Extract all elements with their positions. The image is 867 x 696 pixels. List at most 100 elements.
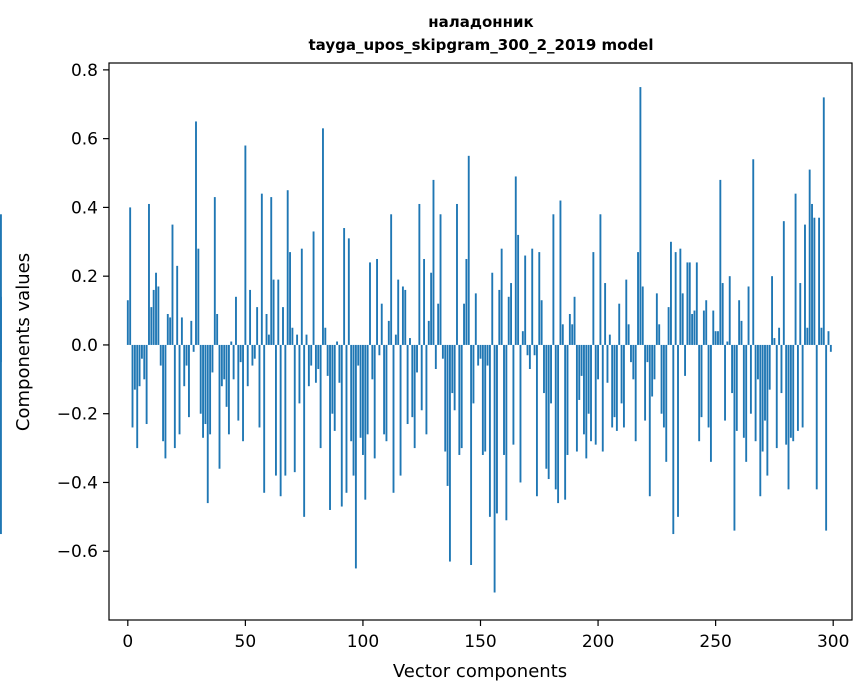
bar xyxy=(804,224,806,345)
bar xyxy=(223,344,226,380)
y-tick-label: −0.6 xyxy=(57,542,98,562)
bar xyxy=(253,344,256,359)
bar xyxy=(667,307,670,345)
bar xyxy=(432,179,435,345)
bar xyxy=(670,241,672,345)
bar xyxy=(446,344,449,486)
bar xyxy=(136,344,139,449)
bar xyxy=(618,303,621,345)
bar xyxy=(752,159,755,345)
bar xyxy=(796,344,799,431)
bar xyxy=(406,344,409,425)
bar xyxy=(385,344,388,442)
bar xyxy=(571,324,574,345)
y-axis-label: Components values xyxy=(13,253,34,431)
bar xyxy=(251,344,254,366)
bar xyxy=(340,344,343,507)
bar xyxy=(289,252,291,345)
bar xyxy=(314,344,317,383)
bar xyxy=(573,296,576,345)
bar xyxy=(453,344,456,411)
bar xyxy=(0,296,2,345)
chart-title-line-1: наладонник xyxy=(428,13,533,31)
bar xyxy=(322,128,324,345)
bar xyxy=(535,344,538,497)
bar xyxy=(806,327,809,345)
bar xyxy=(533,344,536,356)
bar xyxy=(491,272,494,345)
bar xyxy=(517,234,520,345)
bar xyxy=(550,344,552,404)
bar xyxy=(169,317,172,345)
bar xyxy=(731,344,734,394)
bar xyxy=(173,344,176,449)
bar xyxy=(383,344,386,435)
bar xyxy=(785,344,788,445)
bar xyxy=(568,313,571,345)
bar xyxy=(745,344,748,462)
bar xyxy=(827,331,830,345)
bar xyxy=(749,344,752,414)
bar xyxy=(665,344,668,462)
bar xyxy=(641,286,644,345)
bar xyxy=(354,344,357,569)
bar xyxy=(510,283,513,345)
bar xyxy=(441,344,444,359)
bar xyxy=(608,334,611,345)
bar xyxy=(319,344,322,449)
bar xyxy=(648,344,651,497)
bar xyxy=(133,344,136,390)
bar xyxy=(519,344,522,483)
bar xyxy=(140,344,143,359)
bar xyxy=(799,283,802,345)
bar xyxy=(630,344,632,363)
bar xyxy=(296,334,299,345)
y-tick-label: 0.4 xyxy=(71,198,98,218)
bar xyxy=(333,344,336,431)
bar xyxy=(204,344,207,425)
bar xyxy=(531,248,534,345)
bar xyxy=(180,317,183,345)
bar xyxy=(655,293,658,345)
bar xyxy=(456,203,458,345)
bar xyxy=(312,231,315,345)
bar xyxy=(580,344,583,376)
bar xyxy=(493,344,496,593)
bar xyxy=(688,262,691,345)
bar xyxy=(157,286,160,345)
bar xyxy=(719,179,722,345)
bar xyxy=(728,276,731,345)
bar xyxy=(291,327,294,345)
bar xyxy=(347,238,350,345)
bar xyxy=(625,279,628,345)
x-tick-label: 200 xyxy=(582,632,614,652)
bar xyxy=(707,344,710,428)
chart-title: наладонник tayga_upos_skipgram_300_2_201… xyxy=(309,13,654,54)
bar xyxy=(662,344,665,428)
bar xyxy=(594,344,597,445)
x-axis-ticks: 0 50 100 150 200 250 300 xyxy=(122,620,849,652)
bar xyxy=(401,286,404,345)
bar xyxy=(185,344,188,366)
bar xyxy=(780,344,783,394)
bar xyxy=(399,344,402,476)
bar xyxy=(192,344,195,352)
bar xyxy=(822,97,825,345)
bar xyxy=(700,344,703,418)
bar xyxy=(409,338,411,345)
bar xyxy=(740,320,743,345)
bar xyxy=(761,344,764,452)
bar xyxy=(486,344,489,366)
bar xyxy=(559,200,562,345)
bar xyxy=(376,258,378,345)
bar xyxy=(526,344,529,356)
bar xyxy=(514,176,517,345)
bar xyxy=(604,283,607,345)
y-axis-ticks: −0.6 −0.4 −0.2 0.0 0.2 0.4 0.6 0.8 xyxy=(57,61,109,562)
bar xyxy=(404,289,407,345)
bar xyxy=(427,320,430,345)
bar xyxy=(815,344,818,490)
bar xyxy=(613,344,616,418)
bar xyxy=(345,344,348,493)
x-tick-label: 250 xyxy=(699,632,731,652)
